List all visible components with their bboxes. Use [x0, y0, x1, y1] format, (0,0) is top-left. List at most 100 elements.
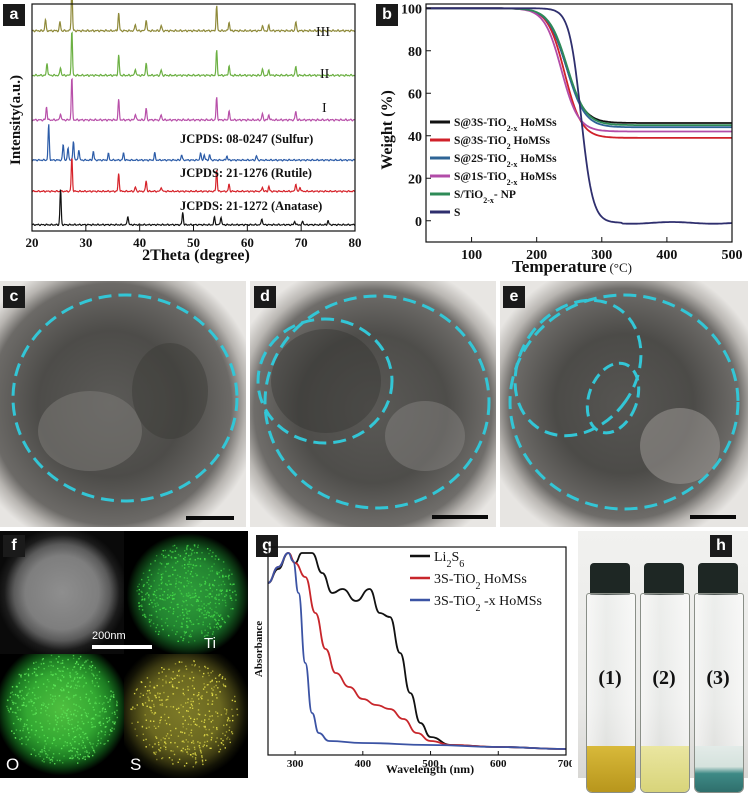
panel-a-xrd: a Intensity(a.u.) 2Theta (degree) III II…	[0, 0, 374, 268]
vial-3-cap	[698, 563, 738, 595]
panel-label-e: e	[503, 286, 525, 308]
vial-3-glass	[694, 593, 744, 793]
uvvis-legend-label-1: 3S-TiO2 HoMSs	[434, 572, 527, 592]
uvvis-x-tick-label-1: 400	[355, 758, 372, 770]
tga-series-4	[426, 7, 732, 126]
panel-label-b: b	[376, 4, 398, 26]
vial-2-liquid	[641, 746, 689, 792]
panel-label-h: h	[710, 535, 732, 557]
scale-bar-e	[690, 515, 736, 519]
uvvis-legend-label-2: 3S-TiO2 -x HoMSs	[434, 594, 542, 614]
tga-series-3	[426, 7, 732, 133]
xrd-label-rutile: JCPDS: 21-1276 (Rutile)	[180, 166, 312, 180]
xrd-label-anatase: JCPDS: 21-1272 (Anatase)	[180, 199, 322, 213]
tga-x-axis-label: Temperature (°C)	[512, 257, 632, 276]
outer-shell-outline-e	[508, 293, 740, 511]
tga-y-tick-label-3: 60	[408, 87, 422, 102]
tga-x-tick-label-0: 100	[461, 248, 482, 263]
vial-3-label: (3)	[706, 667, 730, 689]
panel-f-eds: f 200nm Ti O S	[0, 531, 248, 778]
xrd-x-tick-label-5: 70	[295, 235, 308, 250]
tga-frame	[425, 3, 733, 243]
uvvis-x-tick-label-4: 700	[558, 758, 572, 770]
uvvis-x-axis-label: Wavelength (nm)	[386, 762, 474, 776]
tga-series-0	[426, 7, 732, 124]
uvvis-x-tick-label-3: 600	[490, 758, 507, 770]
tga-y-tick-label-2: 40	[408, 130, 422, 145]
xrd-x-tick-label-4: 60	[241, 235, 254, 250]
xrd-label-I: I	[322, 101, 327, 116]
tem-overlay-c	[11, 293, 239, 503]
outer-shell-outline-c	[11, 293, 239, 503]
tem-image-c	[0, 281, 246, 527]
xrd-label-III: III	[316, 25, 330, 40]
tga-legend-label-2: S@2S-TiO2-x HoMSs	[454, 153, 557, 169]
xrd-series-0	[32, 0, 356, 33]
tga-legend-label-4: S/TiO2-x- NP	[454, 189, 516, 205]
scale-bar-d	[432, 515, 488, 519]
s-map-label: S	[130, 755, 142, 774]
tem-image-e	[500, 281, 748, 527]
tem-overlay-e	[508, 293, 740, 511]
inner-shell-outline-d	[256, 317, 394, 445]
tem-overlay-d	[256, 294, 491, 510]
vial-1-cap	[590, 563, 630, 595]
xrd-x-tick-label-3: 50	[187, 235, 200, 250]
tga-x-tick-label-4: 500	[722, 248, 743, 263]
uvvis-frame	[267, 546, 567, 756]
uvvis-x-tick-label-2: 500	[422, 758, 439, 770]
panel-label-g: g	[256, 535, 278, 557]
panel-d-tem: d	[250, 281, 496, 527]
xrd-x-tick-label-6: 80	[349, 235, 362, 250]
xrd-series-3	[31, 124, 356, 162]
s-map	[124, 654, 248, 778]
panel-label-a: a	[3, 4, 25, 26]
xrd-series-4	[31, 158, 356, 193]
tem-blob-d2	[385, 401, 465, 471]
uvvis-legend-label-0: Li2S6	[434, 550, 464, 570]
vial-1-glass	[586, 593, 636, 793]
eds-speckle-group-0	[136, 544, 237, 643]
uvvis-x-tick-label-0: 300	[287, 758, 304, 770]
xrd-x-axis-label: 2Theta (degree)	[142, 247, 250, 264]
panel-label-d: d	[254, 286, 276, 308]
tga-y-axis-label: Weight (%)	[379, 90, 396, 170]
tga-x-axis-unit: (°C)	[609, 260, 632, 275]
tga-legend-label-0: S@3S-TiO2-x HoMSs	[454, 117, 557, 133]
vial-1-liquid	[587, 746, 635, 792]
tga-x-tick-label-3: 400	[656, 248, 677, 263]
tga-legend-label-5: S	[454, 207, 460, 219]
vial-2-glass	[640, 593, 690, 793]
xrd-frame	[31, 3, 356, 232]
xrd-x-tick-label-2: 40	[133, 235, 146, 250]
tga-legend-label-1: S@3S-TiO2 HoMSs	[454, 135, 550, 151]
xrd-x-tick-label-0: 20	[26, 235, 39, 250]
haadf-scale-label: 200nm	[92, 630, 126, 642]
eds-speckle-group-1	[6, 654, 118, 765]
uvvis-chart: Absorbance Wavelength (nm) 300 400 500 600 7…	[253, 546, 572, 776]
panel-b-tga: b Weight (%) Temperature (°C) 100 200 300 40…	[374, 0, 748, 278]
tem-blob-e1	[640, 408, 720, 484]
tga-x-tick-label-1: 200	[526, 248, 547, 263]
vial-2-cap	[644, 563, 684, 595]
xrd-label-sulfur: JCPDS: 08-0247 (Sulfur)	[180, 132, 313, 146]
vial-2-label: (2)	[652, 667, 676, 689]
tga-x-axis-title: Temperature	[512, 257, 607, 276]
middle-shell-outline-e	[513, 298, 643, 438]
tem-blob-c2	[132, 343, 208, 439]
vial-3-liquid	[695, 746, 743, 792]
eds-speckle	[6, 544, 239, 768]
tem-blob-c1	[38, 391, 142, 471]
uvvis-y-axis-label: Absorbance	[253, 621, 265, 677]
tem-blob-d1	[271, 329, 381, 433]
xrd-y-axis-label: Intensity(a.u.)	[8, 75, 24, 165]
o-map-label: O	[6, 755, 20, 774]
tga-legend-label-3: S@1S-TiO2-x HoMSs	[454, 171, 557, 187]
panel-label-f: f	[3, 535, 25, 557]
panel-e-tem: e	[500, 281, 748, 527]
scale-bar-c	[186, 516, 234, 520]
tem-image-d	[250, 281, 496, 527]
tga-y-tick-label-0: 0	[415, 215, 422, 230]
panel-h-vials: h (1) (2) (3)	[578, 531, 748, 793]
xrd-chart: Intensity(a.u.) 2Theta (degree) III II I…	[8, 0, 362, 264]
